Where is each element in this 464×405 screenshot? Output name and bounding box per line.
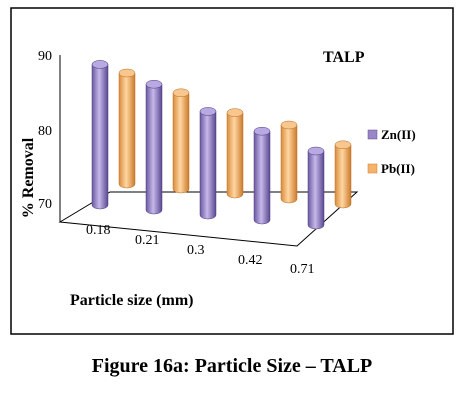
y-tick-70: 70 [38, 197, 52, 212]
bar-body [118, 72, 136, 189]
legend-swatch-zn [367, 129, 378, 140]
bar-pb-0_71 [334, 140, 352, 209]
bar-top [334, 140, 352, 150]
y-tick-90: 90 [38, 49, 52, 64]
bar-top [253, 126, 271, 136]
bar-body [334, 144, 352, 209]
bar-top [118, 68, 136, 78]
legend: Zn(II) Pb(II) [367, 127, 416, 176]
bar-top [199, 107, 217, 116]
legend-swatch-pb [367, 163, 378, 174]
bar-top [145, 79, 163, 89]
x-tick-label: 0.18 [86, 223, 111, 238]
y-tick-80: 80 [38, 124, 52, 139]
x-tick-label: 0.21 [135, 233, 160, 248]
x-tick-label: 0.71 [290, 262, 315, 277]
bar-pb-0_18 [118, 68, 136, 189]
x-tick-labels: 0.18 0.21 0.3 0.42 0.71 [86, 223, 315, 277]
bar-zn-0_42 [253, 126, 271, 225]
bar-top [307, 146, 325, 156]
bar-top [226, 108, 244, 117]
bar-top [91, 60, 109, 69]
bar-zn-0_71 [307, 146, 325, 230]
bars-group [91, 60, 352, 230]
bar-top [172, 88, 190, 98]
legend-label-zn: Zn(II) [381, 127, 416, 142]
bar-body [307, 150, 325, 230]
bar-pb-0_42 [280, 120, 298, 204]
bar-body [280, 124, 298, 204]
bar-zn-0_3 [199, 107, 217, 220]
bar-body [91, 64, 109, 210]
bar-pb-0_3 [226, 108, 244, 199]
x-tick-label: 0.3 [187, 243, 205, 258]
bar-body [199, 111, 217, 220]
bar-pb-0_21 [172, 88, 190, 194]
bar-body [145, 83, 163, 215]
figure-caption: Figure 16a: Particle Size – TALP [91, 355, 373, 377]
chart-title: TALP [323, 49, 365, 66]
x-axis-label: Particle size (mm) [70, 292, 193, 309]
legend-label-pb: Pb(II) [381, 161, 415, 176]
bar-zn-0_21 [145, 79, 163, 215]
bar-body [172, 92, 190, 194]
bar-body [253, 130, 271, 225]
bar-top [280, 120, 298, 130]
x-tick-label: 0.42 [238, 253, 263, 268]
bar-zn-0_18 [91, 60, 109, 210]
bar-body [226, 112, 244, 199]
y-axis-label: % Removal [20, 137, 37, 218]
